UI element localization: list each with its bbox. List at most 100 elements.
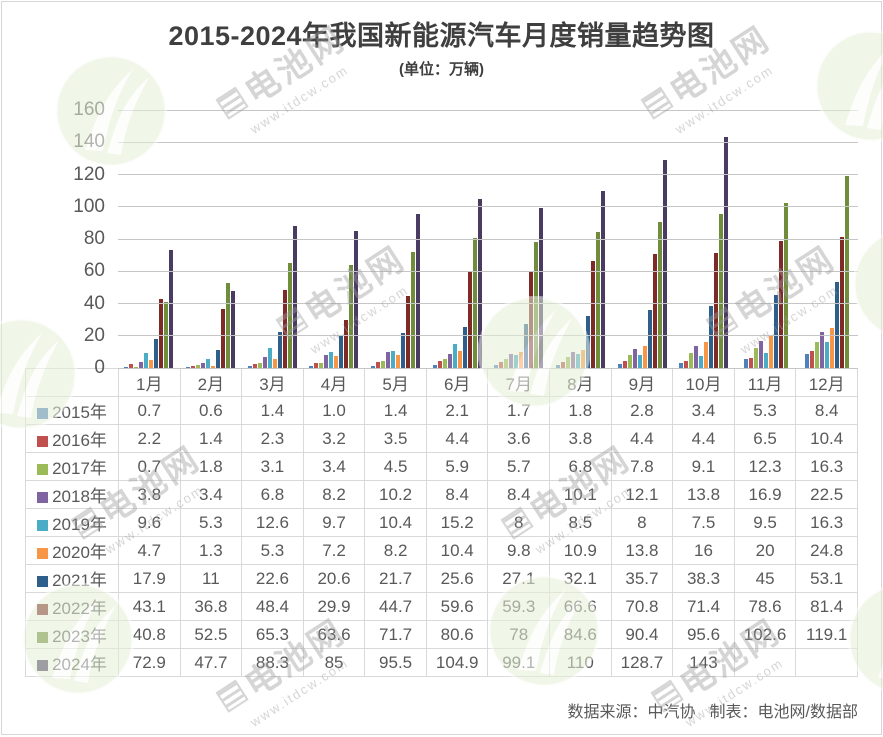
year-label: 2015年 (52, 403, 107, 422)
value-cell-2022年-6月: 59.6 (425, 592, 489, 621)
bar-2021年-2月 (216, 350, 220, 368)
bar-2024年-1月 (169, 250, 174, 368)
bar-2015年-4月 (309, 366, 314, 368)
value-cell-2023年-7月: 78 (487, 620, 551, 649)
year-label: 2023年 (52, 627, 107, 646)
bar-2020年-10月 (704, 342, 709, 368)
table-row-2017年: 2017年 0.7 1.8 3.1 3.4 4.5 5.9 5.7 6.8 7.8 9.1 12.3 1… (25, 452, 858, 481)
plot-area (118, 109, 858, 369)
value-cell-2016年-10月: 4.4 (672, 424, 735, 453)
year-label: 2019年 (52, 515, 107, 534)
bar-2024年-7月 (539, 208, 544, 368)
bar-cluster-10月 (673, 110, 735, 368)
value-cell-2022年-2月: 36.8 (179, 592, 243, 621)
month-header-row: 1月 2月 3月 4月 5月 6月 7月 8月 9月 10月 11月 12月 (25, 368, 858, 397)
bar-2018年-11月 (758, 340, 763, 368)
bar-2021年-4月 (339, 334, 344, 368)
table-row-2015年: 2015年 0.7 0.6 1.4 1.0 1.4 2.1 1.7 1.8 2.8 3.4 5.3 8.… (25, 396, 858, 425)
value-cell-2016年-6月: 4.4 (425, 424, 489, 453)
value-cell-2017年-10月: 9.1 (672, 452, 735, 481)
value-cell-2021年-3月: 22.6 (241, 564, 304, 593)
bar-2019年-8月 (576, 354, 581, 368)
bar-2023年-11月 (783, 202, 788, 368)
bar-2017年-10月 (689, 353, 694, 368)
bar-cluster-2月 (180, 110, 242, 368)
gridline (118, 174, 858, 175)
year-legend-cell-2015年: 2015年 (25, 396, 119, 425)
bar-2023年-8月 (596, 231, 601, 368)
value-cell-2020年-11月: 20 (733, 536, 797, 565)
bar-2020年-4月 (334, 356, 339, 368)
bar-2022年-4月 (344, 319, 349, 368)
month-label-1月: 1月 (118, 368, 181, 397)
month-label-4月: 4月 (302, 368, 366, 397)
year-label: 2022年 (52, 599, 107, 618)
value-cell-2017年-7月: 5.7 (487, 452, 551, 481)
value-cell-2016年-11月: 6.5 (733, 424, 797, 453)
bar-2023年-9月 (657, 222, 662, 368)
y-axis-tick-label: 100 (73, 195, 105, 217)
value-cell-2017年-12月: 16.3 (795, 452, 858, 481)
bar-2024年-9月 (662, 160, 667, 368)
month-label-9月: 9月 (610, 368, 674, 397)
value-cell-2023年-5月: 71.7 (364, 620, 427, 649)
gridline (118, 270, 858, 272)
value-cell-2018年-11月: 16.9 (733, 480, 797, 509)
value-cell-2020年-10月: 16 (672, 536, 735, 565)
year-label: 2020年 (52, 543, 107, 562)
bar-2021年-9月 (647, 310, 652, 368)
year-label: 2016年 (52, 431, 107, 450)
legend-key-icon (37, 492, 49, 503)
bar-2015年-3月 (247, 365, 252, 368)
table-row-2023年: 2023年 40.8 52.5 65.3 63.6 71.7 80.6 78 84.6 90.4 9… (25, 620, 858, 649)
bar-2022年-9月 (652, 253, 657, 368)
year-legend-cell-2022年: 2022年 (25, 592, 119, 621)
year-legend-cell-2023年: 2023年 (25, 620, 119, 649)
value-cell-2017年-2月: 1.8 (179, 452, 243, 481)
value-cell-2019年-3月: 12.6 (241, 508, 304, 537)
bar-2015年-6月 (432, 364, 437, 368)
year-legend-cell-2017年: 2017年 (25, 452, 119, 481)
gridline (118, 206, 858, 208)
bar-2022年-5月 (406, 295, 411, 368)
value-cell-2021年-8月: 32.1 (549, 564, 612, 593)
value-cell-2019年-9月: 8 (610, 508, 674, 537)
month-label-7月: 7月 (487, 368, 551, 397)
bar-2016年-2月 (191, 365, 195, 368)
bar-2017年-3月 (257, 363, 262, 368)
bar-2021年-7月 (524, 324, 529, 368)
value-cell-2022年-1月: 43.1 (118, 592, 181, 621)
legend-key-icon (37, 436, 49, 447)
bar-2024年-4月 (354, 230, 359, 368)
table-maker-label: 制表：电池网/数据部 (709, 704, 858, 721)
footer-credits: 数据来源：中汽协 制表：电池网/数据部 (568, 698, 858, 722)
bar-2017年-1月 (134, 366, 139, 368)
bar-2023年-3月 (287, 262, 292, 368)
bar-2015年-9月 (617, 363, 622, 368)
value-cell-2020年-8月: 10.9 (549, 536, 612, 565)
value-cell-2017年-8月: 6.8 (549, 452, 612, 481)
value-cell-2018年-1月: 3.8 (118, 480, 181, 509)
value-cell-2024年-8月: 110 (549, 648, 612, 677)
y-axis-tick-label: 120 (73, 163, 105, 185)
value-cell-2016年-2月: 1.4 (179, 424, 243, 453)
bar-2018年-7月 (509, 354, 514, 368)
bar-2020年-5月 (396, 354, 401, 368)
value-cell-2023年-6月: 80.6 (425, 620, 489, 649)
chart-area: 160 140 120 100 80 60 40 20 0 1月 2月 3月 4月 5月 6月 7月 8月 9月… (25, 99, 858, 677)
value-cell-2021年-4月: 20.6 (302, 564, 366, 593)
bar-cluster-4月 (303, 110, 365, 368)
table-row-2018年: 2018年 3.8 3.4 6.8 8.2 10.2 8.4 8.4 10.1 12.1 13.8 1… (25, 480, 858, 509)
bar-2015年-10月 (679, 362, 684, 368)
value-cell-2024年-9月: 128.7 (610, 648, 674, 677)
bar-2019年-4月 (329, 352, 334, 368)
legend-key-icon (37, 548, 49, 559)
value-cell-2019年-11月: 9.5 (733, 508, 797, 537)
value-cell-2022年-3月: 48.4 (241, 592, 304, 621)
value-cell-2017年-9月: 7.8 (610, 452, 674, 481)
bar-2020年-11月 (768, 335, 773, 368)
legend-key-icon (37, 660, 49, 671)
bar-2020年-12月 (830, 328, 835, 368)
value-cell-2019年-8月: 8.5 (549, 508, 612, 537)
value-cell-2016年-12月: 10.4 (795, 424, 858, 453)
